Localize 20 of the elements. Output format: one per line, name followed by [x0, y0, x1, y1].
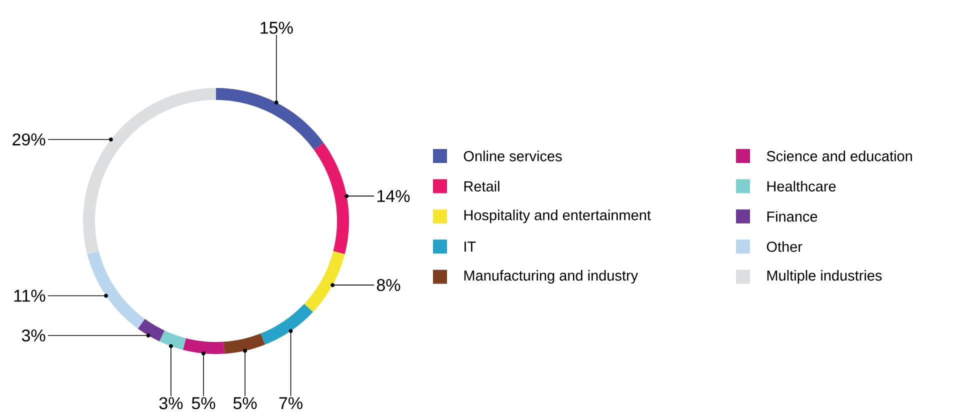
- data-label: 15%: [260, 22, 293, 34]
- data-label: 29%: [12, 133, 46, 146]
- legend-label: Science and education: [766, 150, 912, 162]
- data-label: 3%: [159, 397, 183, 410]
- legend-label: Finance: [767, 211, 818, 222]
- legend-label: Hospitality and entertainment: [464, 210, 651, 224]
- legend-label: Multiple industries: [767, 270, 882, 284]
- data-label: 8%: [376, 279, 400, 292]
- legend-label: Manufacturing and industry: [464, 270, 638, 284]
- legend-label: IT: [464, 242, 476, 252]
- legend-label: Healthcare: [767, 180, 836, 192]
- data-label: 3%: [22, 329, 46, 342]
- legend-label: Online services: [464, 150, 562, 162]
- legend-label: Retail: [464, 180, 500, 192]
- data-label: 11%: [14, 290, 46, 302]
- data-label: 5%: [192, 397, 216, 410]
- legend-label: Other: [766, 241, 802, 252]
- data-label: 14%: [378, 190, 410, 202]
- data-label: 5%: [233, 397, 257, 410]
- data-label: 7%: [279, 397, 302, 410]
